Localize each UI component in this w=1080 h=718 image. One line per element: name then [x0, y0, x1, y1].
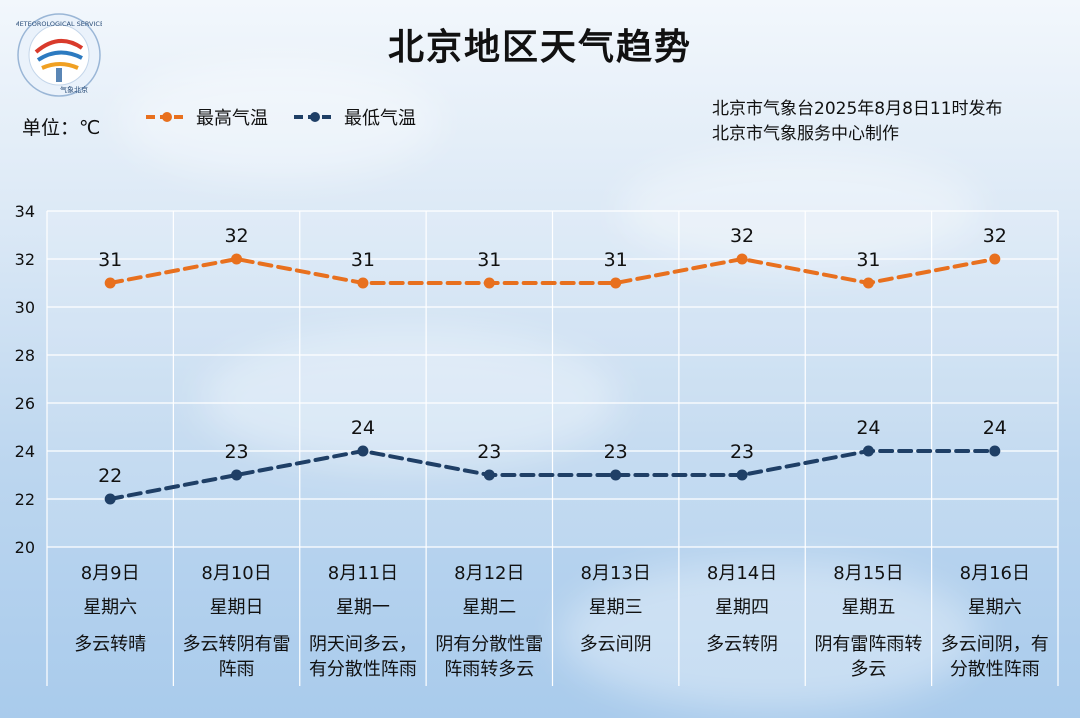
- data-label-high: 32: [224, 225, 248, 247]
- x-date-label: 8月14日: [707, 563, 777, 584]
- x-weekday-label: 星期四: [715, 597, 769, 618]
- data-label-high: 31: [477, 249, 501, 271]
- x-date-label: 8月9日: [81, 563, 140, 584]
- data-point-low: [104, 493, 116, 505]
- weather-description: 阴有分散性雷: [435, 634, 543, 655]
- data-label-high: 31: [856, 249, 880, 271]
- data-label-low: 23: [477, 441, 501, 463]
- y-tick-label: 34: [15, 202, 35, 221]
- data-label-low: 24: [856, 417, 880, 439]
- x-date-label: 8月15日: [833, 563, 903, 584]
- data-point-high: [862, 277, 874, 289]
- legend-low-line-icon: [294, 112, 336, 122]
- data-point-high: [736, 253, 748, 265]
- meteorological-service-logo: METEOROLOGICAL SERVICE 气象北京: [16, 13, 102, 97]
- x-weekday-label: 星期一: [336, 597, 390, 618]
- data-label-low: 22: [98, 465, 122, 487]
- x-weekday-label: 星期五: [841, 597, 895, 618]
- page-title: 北京地区天气趋势: [387, 26, 692, 68]
- data-point-high: [357, 277, 369, 289]
- x-weekday-label: 星期六: [83, 597, 137, 618]
- y-tick-label: 28: [15, 346, 35, 365]
- background-cloud: [560, 560, 980, 710]
- logo-text-top: METEOROLOGICAL SERVICE: [16, 20, 102, 28]
- weather-description: 多云转阴: [706, 634, 778, 655]
- x-date-label: 8月12日: [454, 563, 524, 584]
- x-weekday-label: 星期六: [968, 597, 1022, 618]
- x-date-label: 8月13日: [581, 563, 651, 584]
- weather-description: 多云: [850, 659, 886, 680]
- series-line-high: [108, 256, 997, 286]
- data-point-high: [104, 277, 116, 289]
- data-point-low: [483, 469, 495, 481]
- data-label-high: 32: [983, 225, 1007, 247]
- data-point-high: [483, 277, 495, 289]
- data-label-low: 24: [983, 417, 1007, 439]
- data-label-low: 23: [730, 441, 754, 463]
- y-tick-label: 30: [15, 298, 35, 317]
- data-label-high: 31: [604, 249, 628, 271]
- x-date-label: 8月16日: [960, 563, 1030, 584]
- legend-high-label: 最高气温: [196, 108, 268, 129]
- weather-description: 多云转晴: [74, 634, 146, 655]
- publisher-line-2: 北京市气象服务中心制作: [712, 124, 899, 144]
- background-cloud: [620, 150, 980, 270]
- series-line-low: [108, 448, 997, 501]
- weather-description: 多云间阴，有: [941, 634, 1049, 655]
- data-point-low: [989, 445, 1001, 457]
- legend-low-label: 最低气温: [344, 108, 416, 129]
- y-tick-label: 22: [15, 490, 35, 509]
- data-label-high: 32: [730, 225, 754, 247]
- logo-text-bottom: 气象北京: [60, 85, 88, 94]
- y-tick-label: 24: [15, 442, 35, 461]
- data-label-low: 23: [604, 441, 628, 463]
- legend-high-line-icon: [146, 112, 188, 122]
- data-point-low: [862, 445, 874, 457]
- data-point-low: [357, 445, 369, 457]
- y-tick-label: 20: [15, 538, 35, 557]
- weather-description: 多云转阴有雷: [183, 634, 291, 655]
- data-point-high: [989, 253, 1001, 265]
- legend-item-low: 最低气温: [292, 104, 416, 130]
- weather-description: 阵雨: [219, 659, 255, 680]
- data-label-high: 31: [98, 249, 122, 271]
- x-date-label: 8月10日: [201, 563, 271, 584]
- x-weekday-label: 星期三: [589, 597, 643, 618]
- background-cloud: [120, 60, 440, 180]
- data-point-high: [610, 277, 622, 289]
- publisher-info: 北京市气象台2025年8月8日11时发布 北京市气象服务中心制作: [712, 97, 1003, 147]
- weather-description: 多云间阴: [580, 634, 652, 655]
- x-date-label: 8月11日: [328, 563, 398, 584]
- data-label-low: 24: [351, 417, 375, 439]
- data-point-low: [610, 469, 622, 481]
- x-weekday-label: 星期二: [462, 597, 516, 618]
- weather-description: 分散性阵雨: [950, 659, 1040, 680]
- data-point-low: [231, 469, 243, 481]
- weather-description: 阵雨转多云: [444, 659, 534, 680]
- unit-label: 单位：℃: [22, 117, 101, 139]
- data-label-high: 31: [351, 249, 375, 271]
- weather-description: 阴有雷阵雨转: [814, 634, 922, 655]
- weather-description: 有分散性阵雨: [309, 659, 417, 680]
- weather-description: 阴天间多云，: [309, 634, 417, 655]
- legend-item-high: 最高气温: [144, 104, 268, 130]
- y-tick-label: 32: [15, 250, 35, 269]
- background-cloud: [200, 330, 620, 470]
- data-point-high: [231, 253, 243, 265]
- x-weekday-label: 星期日: [210, 597, 264, 618]
- y-tick-label: 26: [15, 394, 35, 413]
- data-point-low: [736, 469, 748, 481]
- data-label-low: 23: [224, 441, 248, 463]
- publisher-line-1: 北京市气象台2025年8月8日11时发布: [712, 99, 1003, 119]
